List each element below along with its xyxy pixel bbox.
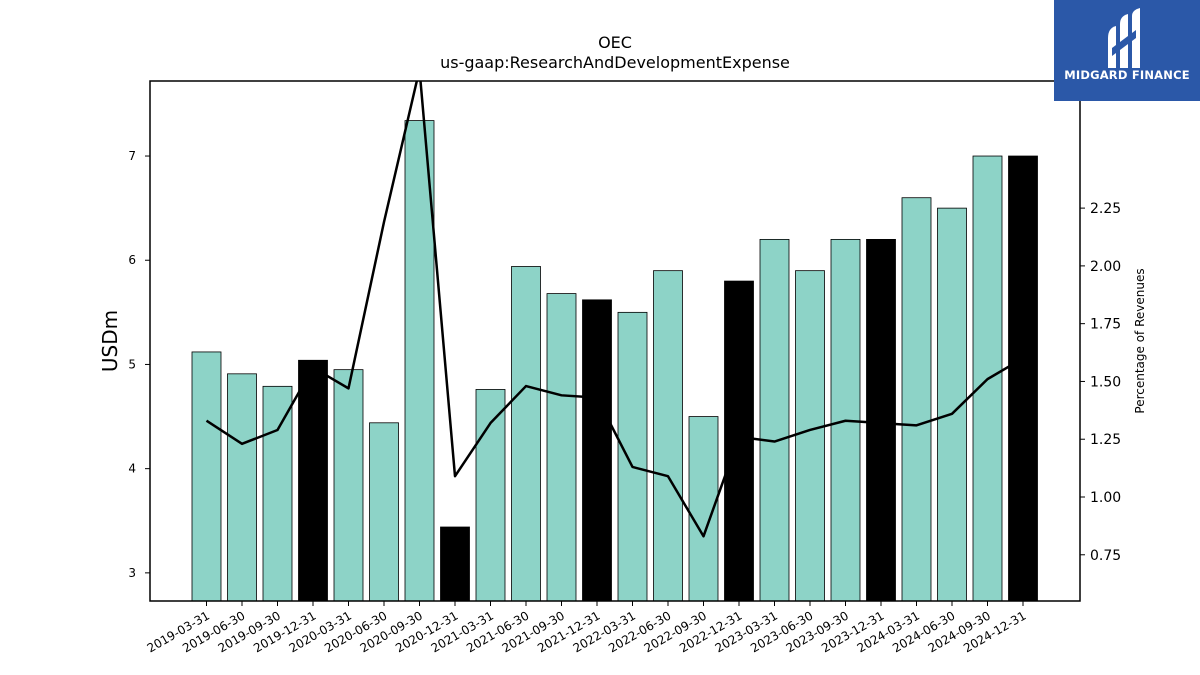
y-axis-label-right: Percentage of Revenues (1133, 268, 1147, 413)
bar-2019-12-31 (298, 359, 328, 602)
y-axis-right: 0.75 1.00 1.25 1.50 1.75 2.00 2.25 (1080, 201, 1121, 564)
y-tick-label-right: 1.25 (1090, 432, 1121, 448)
bar-2024-03-31 (901, 197, 932, 602)
bar-2024-12-31 (1008, 155, 1038, 602)
bar-2019-09-30 (262, 385, 293, 602)
bar-2023-12-31 (866, 238, 896, 602)
y-tick-label-right: 2.00 (1090, 259, 1121, 275)
y-tick-label-right: 1.75 (1090, 317, 1121, 333)
y-tick-label-left: 3 (128, 566, 136, 580)
y-axis-label-left: USDm (98, 310, 122, 372)
bar-2022-06-30 (653, 270, 683, 602)
y-tick-label-left: 7 (128, 149, 136, 163)
chart-subtitle: us-gaap:ResearchAndDevelopmentExpense (440, 53, 790, 72)
bar-2021-12-31 (582, 299, 612, 602)
y-axis-left: 3 4 5 6 7 (128, 149, 150, 580)
brand-logo: MIDGARD FINANCE (1054, 0, 1200, 101)
bar-2023-06-30 (795, 270, 825, 602)
bar-2020-12-31 (440, 526, 470, 602)
bar-2020-06-30 (369, 422, 399, 602)
bar-2021-06-30 (511, 266, 541, 602)
bar-group (191, 120, 1038, 602)
plot-frame (149, 80, 1081, 602)
bar-2019-03-31 (191, 351, 222, 602)
y-tick-label-right: 1.50 (1090, 374, 1121, 390)
bar-2020-09-30 (404, 120, 435, 602)
bar-2021-03-31 (475, 389, 506, 602)
bar-2023-03-31 (759, 238, 790, 602)
bar-2019-06-30 (227, 373, 257, 602)
y-tick-label-right: 0.75 (1090, 548, 1121, 564)
bar-2021-09-30 (546, 293, 577, 602)
line-group (205, 81, 1024, 538)
series-line (205, 81, 1024, 538)
y-tick-label-left: 5 (128, 357, 136, 371)
y-tick-label-right: 1.00 (1090, 490, 1121, 506)
x-axis: 2019-03-312019-06-302019-09-302019-12-31… (145, 601, 1029, 655)
logo-text: MIDGARD FINANCE (1064, 68, 1190, 82)
y-tick-label-left: 6 (128, 253, 136, 267)
y-tick-label-right: 2.25 (1090, 201, 1121, 217)
logo-mark-icon (1108, 8, 1140, 68)
bar-2022-12-31 (724, 280, 754, 602)
y-tick-label-left: 4 (128, 462, 136, 476)
bar-2020-03-31 (333, 369, 364, 602)
chart-title: OEC (598, 33, 632, 52)
bar-2022-03-31 (617, 311, 648, 602)
